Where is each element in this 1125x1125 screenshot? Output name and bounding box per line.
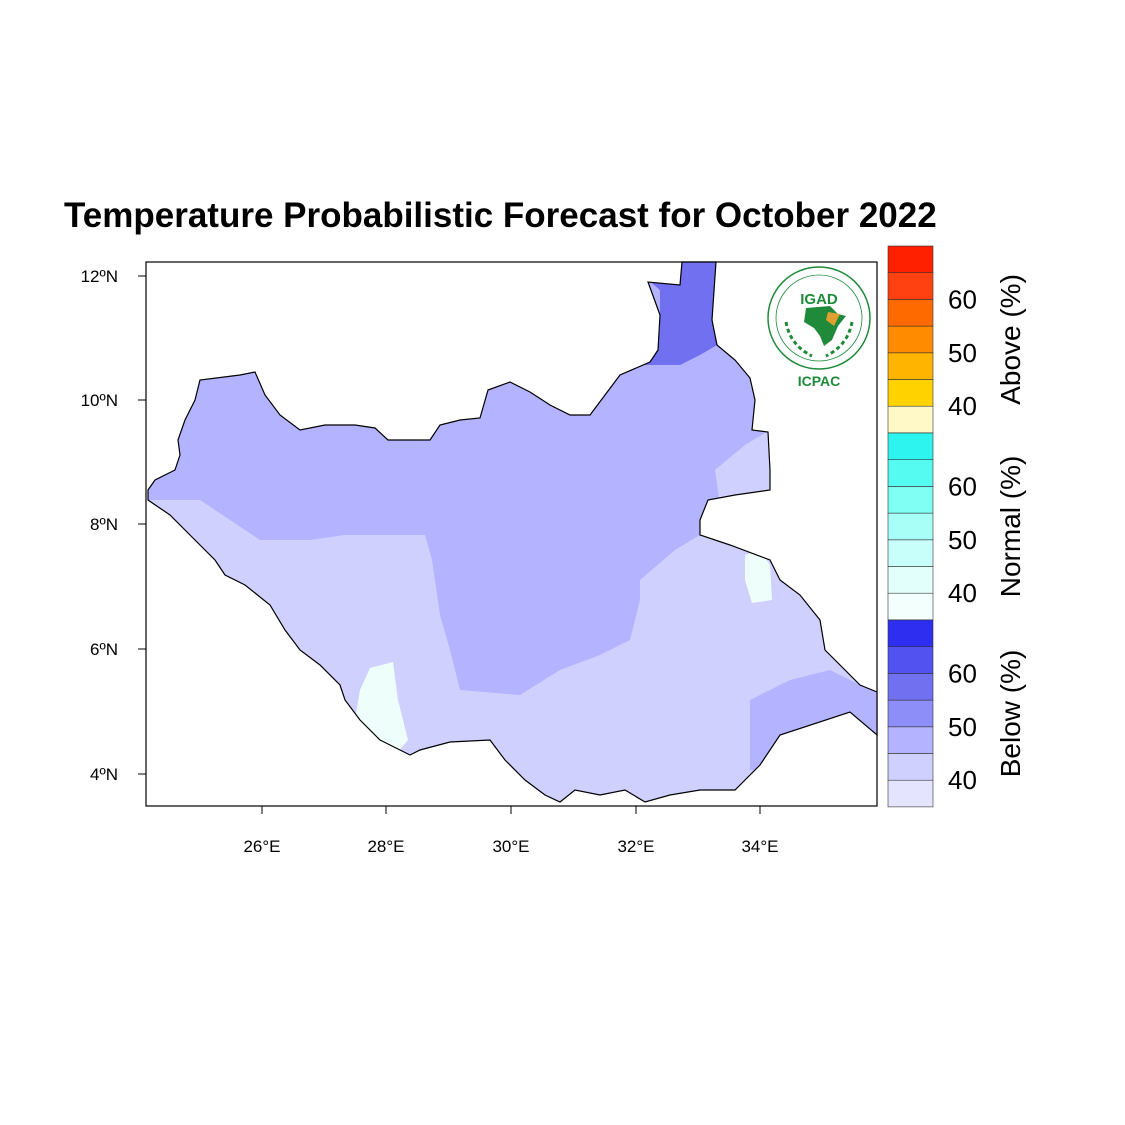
country-border	[147, 261, 878, 803]
colorbar-swatch	[887, 539, 934, 567]
chart-title: Temperature Probabilistic Forecast for O…	[64, 196, 937, 235]
colorbar-swatch	[887, 753, 934, 781]
colorbar-swatch	[887, 272, 934, 300]
colorbar-swatch	[887, 405, 934, 434]
colorbar-swatch	[887, 726, 934, 754]
colorbar-swatch	[887, 459, 934, 487]
igad-icpac-logo: IGAD ICPAC	[767, 266, 871, 389]
colorbar-category-label: Below (%)	[995, 650, 1026, 778]
colorbar-swatch	[887, 673, 934, 701]
colorbar-swatch	[887, 779, 934, 808]
lat-tick-label: 4ºN	[90, 765, 118, 784]
colorbar-swatch	[887, 592, 934, 621]
colorbar-swatch	[887, 245, 934, 274]
lon-tick-label: 28°E	[367, 837, 404, 856]
lon-tick-label: 26°E	[243, 837, 280, 856]
colorbar-swatch	[887, 512, 934, 541]
colorbar-swatch	[887, 379, 934, 407]
lat-tick-label: 10ºN	[81, 391, 118, 410]
colorbar-swatch	[887, 699, 934, 728]
colorbar-category-label: Normal (%)	[995, 456, 1026, 598]
lat-axis	[138, 275, 146, 775]
colorbar-swatch	[887, 432, 934, 461]
logo-bottom-text: ICPAC	[798, 373, 841, 389]
colorbar-swatch	[887, 646, 934, 674]
colorbar-tick-label: 50	[948, 712, 977, 742]
zone-below-50-55	[640, 262, 717, 365]
colorbar-tick-label: 50	[948, 525, 977, 555]
zone-normal-35-40-e	[745, 550, 772, 603]
lon-axis	[261, 806, 761, 814]
colorbar-tick-label: 50	[948, 338, 977, 368]
lon-tick-label: 34°E	[741, 837, 778, 856]
lat-tick-label: 12ºN	[81, 267, 118, 286]
lat-tick-label: 8ºN	[90, 515, 118, 534]
colorbar-swatch	[887, 325, 934, 354]
colorbar-swatch	[887, 619, 934, 648]
colorbar-tick-label: 40	[948, 391, 977, 421]
logo-top-text: IGAD	[800, 291, 838, 308]
colorbar-category-label: Above (%)	[995, 274, 1026, 405]
colorbar-tick-label: 60	[948, 471, 977, 501]
colorbar: 60 50 40 Above (%) 60 50 40 Normal (%) 60 50 40 Bel…	[887, 245, 1026, 808]
colorbar-swatch	[887, 299, 934, 327]
colorbar-tick-label: 40	[948, 578, 977, 608]
colorbar-swatch	[887, 566, 934, 594]
zone-below-35-40-ne	[715, 430, 775, 505]
colorbar-tick-label: 60	[948, 658, 977, 688]
colorbar-swatch	[887, 486, 934, 514]
colorbar-tick-label: 40	[948, 765, 977, 795]
lon-tick-label: 32°E	[617, 837, 654, 856]
colorbar-swatch	[887, 352, 934, 380]
lat-tick-label: 6ºN	[90, 640, 118, 659]
lon-tick-label: 30°E	[492, 837, 529, 856]
colorbar-tick-label: 60	[948, 284, 977, 314]
